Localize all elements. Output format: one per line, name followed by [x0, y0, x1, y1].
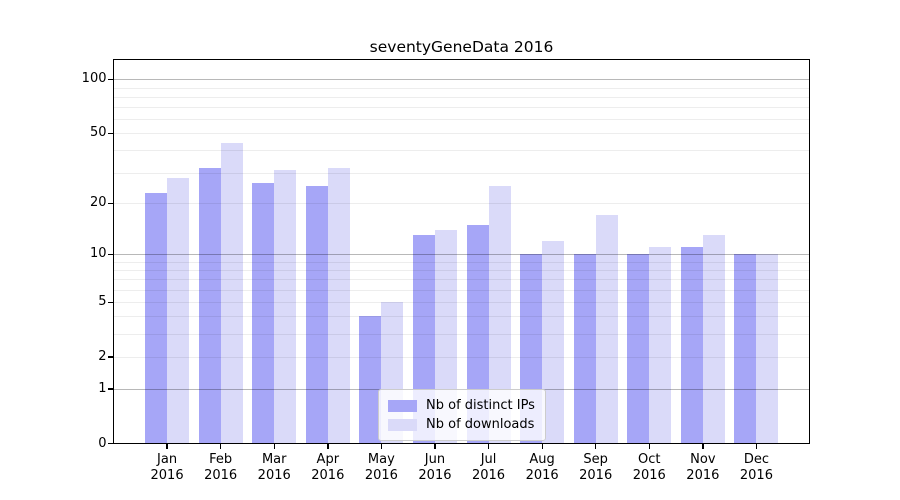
y-tick-label-100: 100: [81, 71, 107, 87]
bar-nb-of-downloads-jul: [488, 186, 511, 444]
x-tick-label-feb: Feb 2016: [204, 451, 238, 483]
y-tick-mark-100: [108, 78, 113, 81]
x-tick-mark-feb: [220, 443, 222, 449]
gridline-minor-4: [114, 316, 809, 318]
bar-nb-of-downloads-sep: [595, 215, 618, 444]
gridline-minor-3: [114, 334, 809, 336]
x-tick-label-dec: Dec 2016: [739, 451, 773, 483]
bar-nb-of-downloads-dec: [756, 254, 779, 444]
gridline-minor-9: [114, 261, 809, 263]
gridline-minor-5: [114, 302, 809, 304]
x-tick-label-jun: Jun 2016: [418, 451, 452, 483]
legend-label-downloads: Nb of downloads: [426, 417, 535, 432]
gridline-minor-6: [114, 289, 809, 291]
legend-swatch-downloads: [388, 418, 417, 431]
gridline-minor-20: [114, 203, 809, 205]
legend-item-downloads: Nb of downloads: [388, 415, 536, 434]
x-tick-mark-aug: [541, 443, 543, 449]
x-tick-label-may: May 2016: [364, 451, 398, 483]
y-tick-label-10: 10: [89, 246, 107, 262]
bar-nb-of-distinct-ips-mar: [252, 183, 275, 444]
y-tick-mark-0: [108, 443, 113, 445]
x-tick-mark-may: [380, 443, 383, 449]
bar-nb-of-distinct-ips-nov: [680, 247, 703, 444]
bar-nb-of-distinct-ips-jan: [145, 192, 168, 444]
y-tick-mark-10: [108, 253, 113, 256]
x-tick-mark-nov: [702, 443, 704, 449]
x-tick-mark-apr: [327, 443, 329, 449]
legend-swatch-distinct-ips: [388, 399, 417, 412]
x-tick-label-jan: Jan 2016: [150, 451, 184, 483]
legend-item-distinct-ips: Nb of distinct IPs: [388, 396, 536, 415]
legend: Nb of distinct IPs Nb of downloads: [378, 389, 546, 441]
bar-nb-of-distinct-ips-apr: [305, 186, 328, 444]
bar-nb-of-distinct-ips-feb: [198, 167, 221, 444]
gridline-minor-40: [114, 150, 809, 152]
x-tick-label-aug: Aug 2016: [525, 451, 559, 483]
gridline-minor-2: [114, 356, 809, 358]
x-tick-mark-mar: [273, 443, 275, 449]
legend-label-distinct-ips: Nb of distinct IPs: [426, 398, 535, 413]
bar-nb-of-distinct-ips-jul: [466, 224, 489, 444]
gridline-minor-50: [114, 133, 809, 135]
bar-nb-of-downloads-mar: [274, 170, 297, 444]
y-tick-mark-20: [108, 202, 113, 205]
y-tick-label-1: 1: [98, 380, 107, 396]
x-tick-label-sep: Sep 2016: [579, 451, 613, 483]
x-tick-label-nov: Nov 2016: [686, 451, 720, 483]
bar-nb-of-downloads-oct: [649, 247, 672, 444]
y-tick-mark-50: [108, 132, 113, 135]
x-tick-mark-sep: [595, 443, 597, 449]
y-tick-label-50: 50: [89, 125, 107, 141]
bar-nb-of-downloads-apr: [327, 167, 350, 444]
bar-nb-of-distinct-ips-oct: [627, 254, 650, 444]
gridline-minor-7: [114, 279, 809, 281]
x-tick-label-apr: Apr 2016: [311, 451, 345, 483]
x-tick-label-jul: Jul 2016: [471, 451, 506, 483]
x-tick-mark-jun: [434, 443, 436, 449]
gridline-minor-60: [114, 119, 809, 121]
bar-nb-of-distinct-ips-sep: [573, 254, 596, 444]
x-tick-mark-oct: [648, 443, 650, 449]
gridline-minor-80: [114, 96, 809, 98]
y-tick-mark-1: [108, 388, 113, 390]
bar-nb-of-downloads-feb: [220, 143, 243, 444]
y-tick-label-0: 0: [98, 435, 107, 451]
gridline-minor-70: [114, 107, 809, 109]
x-tick-label-oct: Oct 2016: [632, 451, 666, 483]
gridline-minor-8: [114, 270, 809, 272]
x-tick-mark-jan: [166, 443, 168, 449]
bar-nb-of-distinct-ips-dec: [734, 254, 757, 444]
bar-nb-of-downloads-jan: [167, 177, 190, 444]
x-tick-mark-jul: [487, 443, 490, 449]
gridline-major-100: [114, 79, 809, 81]
chart-title: seventyGeneData 2016: [369, 38, 554, 56]
bar-nb-of-downloads-nov: [702, 235, 725, 444]
y-tick-mark-5: [108, 301, 113, 303]
bar-nb-of-downloads-aug: [542, 241, 565, 444]
gridline-minor-90: [114, 87, 809, 89]
gridline-minor-30: [114, 172, 809, 174]
y-tick-mark-2: [108, 356, 113, 358]
gridline-major-10: [114, 254, 809, 256]
y-tick-label-2: 2: [98, 348, 107, 364]
x-tick-label-mar: Mar 2016: [257, 451, 291, 483]
bar-nb-of-distinct-ips-may: [359, 316, 382, 444]
y-tick-label-20: 20: [89, 195, 107, 211]
y-tick-label-5: 5: [98, 294, 107, 310]
x-tick-mark-dec: [755, 443, 758, 449]
